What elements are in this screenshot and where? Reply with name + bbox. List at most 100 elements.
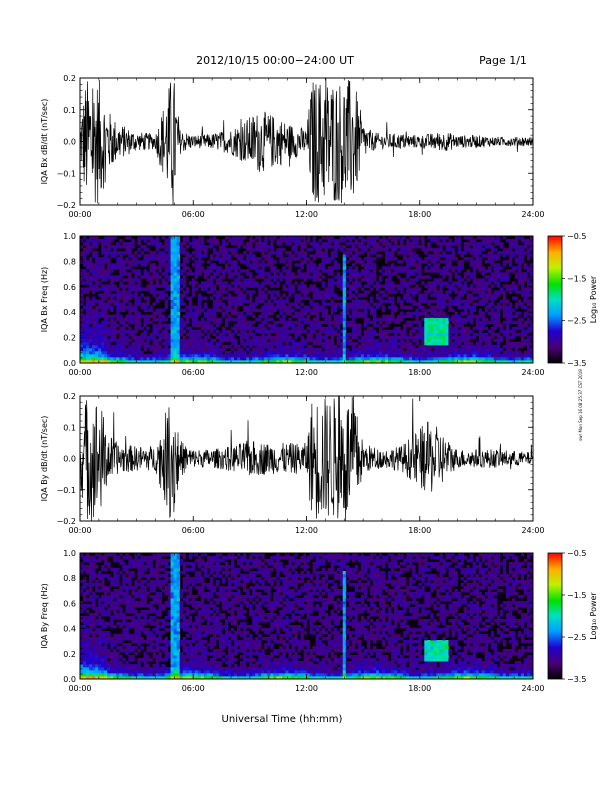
spectrogram-cell: [496, 266, 501, 270]
spectrogram-cell: [333, 350, 338, 355]
spectrogram-cell: [382, 356, 386, 361]
spectrogram-cell: [351, 281, 356, 285]
spectrogram-cell: [493, 263, 498, 267]
spectrogram-cell: [439, 278, 443, 282]
spectrogram-cell: [258, 347, 262, 352]
spectrogram-cell: [502, 302, 507, 306]
spectrogram-cell: [375, 347, 380, 352]
spectrogram-cell: [388, 236, 392, 240]
spectrogram-cell: [499, 266, 504, 270]
spectrogram-cell: [273, 320, 277, 325]
spectrogram-cell: [137, 260, 141, 264]
spectrogram-cell: [406, 350, 410, 355]
spectrogram-cell: [285, 275, 289, 279]
spectrogram-cell: [237, 320, 241, 325]
spectrogram-cell: [221, 269, 226, 273]
spectrogram-cell: [191, 332, 196, 337]
spectrogram-cell: [318, 326, 322, 331]
spectrogram-cell: [321, 353, 326, 358]
spectrogram-cell: [128, 254, 132, 258]
spectrogram-cell: [264, 341, 268, 346]
y-tick-label: 0.0: [63, 138, 76, 147]
spectrogram-cell: [276, 326, 280, 331]
spectrogram-cell: [188, 335, 193, 340]
spectrogram-cell: [137, 317, 141, 322]
spectrogram-cell: [436, 326, 440, 331]
spectrogram-cell: [155, 281, 159, 285]
spectrogram-cell: [475, 254, 480, 258]
spectrogram-cell: [164, 263, 168, 267]
spectrogram-cell: [203, 353, 208, 358]
spectrogram-cell: [409, 272, 413, 276]
spectrogram-cell: [200, 269, 205, 273]
spectrogram-cell: [418, 332, 422, 337]
spectrogram-cell: [345, 359, 350, 364]
spectrogram-cell: [137, 281, 141, 285]
spectrogram-cell: [382, 344, 386, 349]
spectrogram-cell: [270, 347, 274, 352]
spectrogram-cell: [303, 251, 307, 255]
spectrogram-cell: [451, 353, 455, 358]
spectrogram-cell: [469, 299, 473, 303]
spectrogram-cell: [514, 353, 519, 358]
spectrogram-cell: [161, 341, 165, 346]
spectrogram-cell: [83, 338, 87, 343]
spectrogram-cell: [288, 278, 292, 282]
spectrogram-cell: [403, 245, 407, 249]
spectrogram-cell: [273, 290, 277, 294]
spectrogram-cell: [240, 254, 244, 258]
spectrogram-cell: [291, 326, 295, 331]
spectrogram-cell: [113, 236, 117, 240]
spectrogram-cell: [466, 341, 470, 346]
spectrogram-cell: [517, 302, 522, 306]
spectrogram-cell: [466, 299, 470, 303]
spectrogram-cell: [430, 266, 434, 270]
spectrogram-cell: [348, 332, 353, 337]
spectrogram-cell: [264, 254, 268, 258]
spectrogram-cell: [327, 302, 332, 306]
spectrogram-cell: [490, 353, 495, 358]
spectrogram-cell: [475, 323, 480, 328]
spectrogram-cell: [345, 338, 350, 343]
spectrogram-cell: [526, 248, 531, 252]
spectrogram-cell: [514, 320, 519, 325]
spectrogram-cell: [164, 299, 168, 303]
spectrogram-cell: [170, 323, 175, 328]
spectrogram-cell: [243, 305, 247, 309]
spectrogram-cell: [119, 251, 123, 255]
spectrogram-cell: [89, 278, 93, 282]
spectrogram-cell: [505, 284, 510, 288]
spectrogram-cell: [221, 281, 226, 285]
spectrogram-cell: [89, 257, 93, 261]
spectrogram-cell: [448, 302, 452, 306]
spectrogram-cell: [227, 329, 232, 334]
spectrogram-cell: [173, 305, 178, 309]
spectrogram-cell: [240, 356, 244, 361]
spectrogram-cell: [110, 305, 114, 309]
spectrogram-cell: [261, 350, 265, 355]
spectrogram-cell: [191, 281, 196, 285]
spectrogram-cell: [131, 308, 135, 312]
spectrogram-cell: [122, 296, 126, 300]
spectrogram-cell: [385, 314, 389, 319]
spectrogram-cell: [212, 320, 217, 325]
spectrogram-cell: [409, 254, 413, 258]
spectrogram-cell: [490, 359, 495, 364]
spectrogram-cell: [170, 347, 175, 352]
spectrogram-cell: [276, 305, 280, 309]
spectrogram-cell: [83, 359, 87, 364]
spectrogram-cell: [478, 353, 483, 358]
spectrogram-cell: [487, 359, 492, 364]
spectrogram-cell: [158, 353, 162, 358]
spectrogram-cell: [388, 254, 392, 258]
spectrogram-cell: [511, 251, 516, 255]
spectrogram-cell: [234, 251, 238, 255]
spectrogram-cell: [457, 296, 461, 300]
spectrogram-cell: [457, 335, 461, 340]
spectrogram-cell: [327, 287, 332, 291]
spectrogram-cell: [375, 245, 380, 249]
spectrogram-cell: [385, 254, 389, 258]
spectrogram-cell: [125, 359, 129, 364]
spectrogram-cell: [107, 287, 111, 291]
spectrogram-cell: [270, 329, 274, 334]
